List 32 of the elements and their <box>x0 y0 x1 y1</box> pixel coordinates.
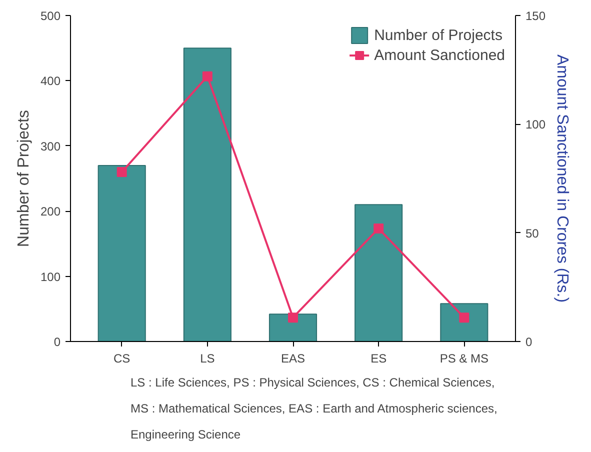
x-tick-label: ES <box>370 352 387 366</box>
y-axis-title: Number of Projects <box>15 110 32 247</box>
point <box>374 223 384 234</box>
text: LS : Life Sciences, PS : Physical Sciences, CS : Chemical Sciences, <box>130 376 495 390</box>
y2-axis-title: Amount Sanctioned in Crores (Rs.) <box>554 54 571 303</box>
bar <box>183 48 232 342</box>
x-tick-label: LS <box>200 352 215 366</box>
point <box>116 166 127 177</box>
point <box>202 71 212 82</box>
y2-tick-label: 150 <box>526 9 546 23</box>
bar <box>98 164 146 342</box>
y-tick-label: 0 <box>54 335 61 349</box>
x-tick-label: EAS <box>280 352 306 366</box>
legend-label: Amount Sanctioned <box>374 46 505 64</box>
text: MS : Mathematical Sciences, EAS : Earth and Atmospheric sciences, <box>130 402 498 416</box>
text: Engineering Science <box>130 428 241 442</box>
y-tick-label: 500 <box>40 9 61 23</box>
y-tick-label: 300 <box>40 139 61 154</box>
y2-tick-label: 0 <box>526 335 532 349</box>
y2-tick-label: 100 <box>526 118 546 132</box>
legend-label: Number of Projects <box>374 26 502 44</box>
point <box>459 312 470 323</box>
bar <box>440 303 488 342</box>
y-tick-label: 200 <box>40 204 61 219</box>
x-tick-label: PS & MS <box>440 352 488 366</box>
x-tick-label: CS <box>114 352 130 366</box>
bar <box>268 314 318 342</box>
y-tick-label: 400 <box>40 74 61 88</box>
y2-tick-label: 50 <box>526 226 540 240</box>
point <box>288 312 298 323</box>
bar <box>354 204 403 342</box>
y-tick-label: 100 <box>40 270 61 284</box>
